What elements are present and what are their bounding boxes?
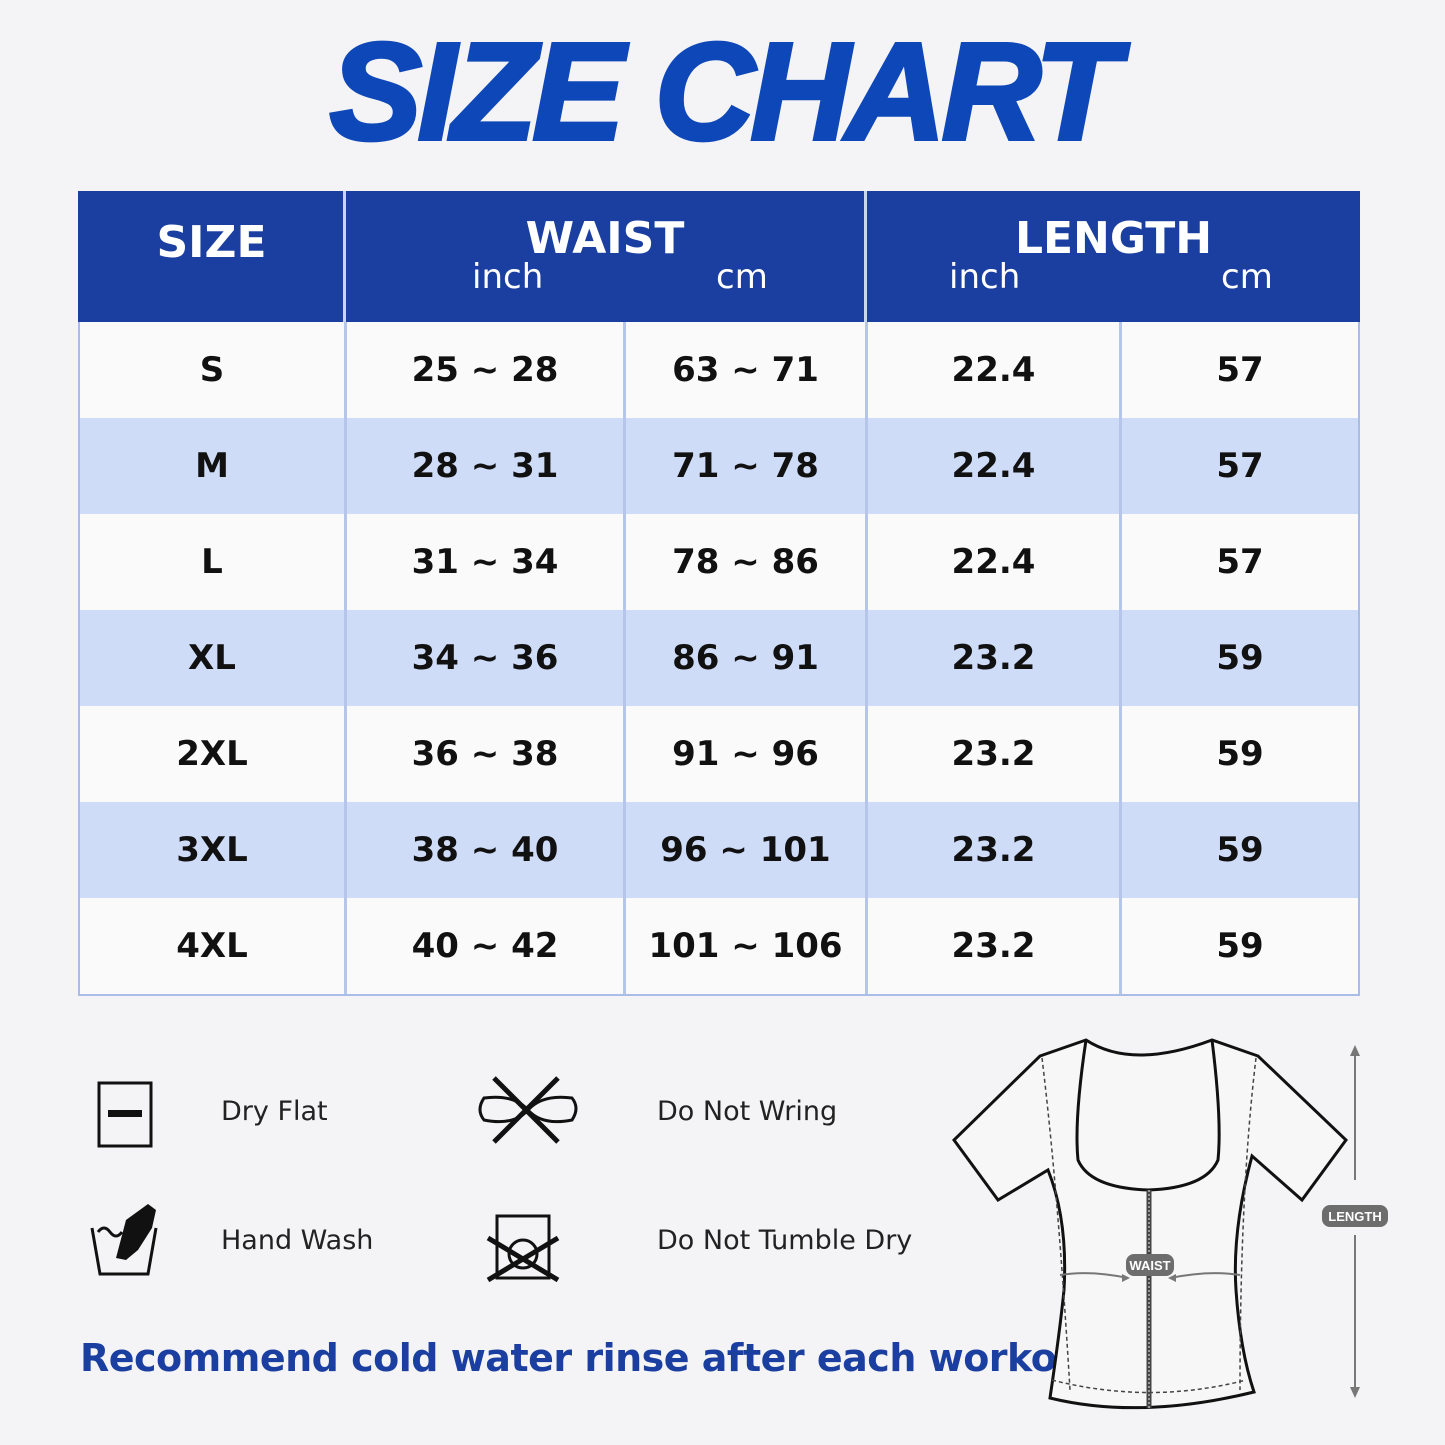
table-row: 2XL 36 ~ 38 91 ~ 96 23.2 59 <box>80 706 1358 802</box>
header-waist-inch: inch <box>472 257 544 297</box>
cell-size: S <box>80 322 347 418</box>
cell-length-cm: 59 <box>1216 734 1264 774</box>
cell-length-inch: 23.2 <box>868 610 1122 706</box>
cell-size: XL <box>80 610 347 706</box>
cell-waist-cm: 78 ~ 86 <box>626 514 868 610</box>
do-not-wring-icon <box>478 1076 578 1144</box>
cell-length-cm: 57 <box>1216 446 1264 486</box>
do-not-tumble-dry-icon <box>486 1214 560 1283</box>
cell-waist-inch: 25 ~ 28 <box>347 322 626 418</box>
cell-length-cm: 59 <box>1216 830 1264 870</box>
cell-size: L <box>80 514 347 610</box>
header-length: LENGTH inch cm <box>867 191 1360 322</box>
cell-waist-cm: 101 ~ 106 <box>626 898 868 994</box>
care-dry-flat: Dry Flat <box>221 1096 328 1127</box>
cell-length-cm: 59 <box>1216 926 1264 966</box>
cell-length-inch: 23.2 <box>868 706 1122 802</box>
cell-size: 4XL <box>80 898 347 994</box>
header-size-label: SIZE <box>156 217 267 268</box>
cell-waist-inch: 34 ~ 36 <box>347 610 626 706</box>
cell-length-inch: 22.4 <box>868 514 1122 610</box>
cell-waist-cm: 71 ~ 78 <box>626 418 868 514</box>
header-waist-label: WAIST <box>525 213 685 264</box>
table-row: M 28 ~ 31 71 ~ 78 22.4 57 <box>80 418 1358 514</box>
table-row: 3XL 38 ~ 40 96 ~ 101 23.2 59 <box>80 802 1358 898</box>
cell-waist-inch: 36 ~ 38 <box>347 706 626 802</box>
table-row: 4XL 40 ~ 42 101 ~ 106 23.2 59 <box>80 898 1358 994</box>
cell-waist-cm: 86 ~ 91 <box>626 610 868 706</box>
table-body: S 25 ~ 28 63 ~ 71 22.4 57 M 28 ~ 31 71 ~ 78 22.4… <box>78 322 1360 996</box>
table-row: S 25 ~ 28 63 ~ 71 22.4 57 <box>80 322 1358 418</box>
header-length-label: LENGTH <box>1014 213 1213 264</box>
header-length-inch: inch <box>949 257 1021 297</box>
table-row: XL 34 ~ 36 86 ~ 91 23.2 59 <box>80 610 1358 706</box>
care-note: Recommend cold water rinse after each wo… <box>80 1336 1115 1380</box>
hand-wash-icon <box>90 1204 158 1276</box>
cell-waist-inch: 28 ~ 31 <box>347 418 626 514</box>
care-do-not-wring: Do Not Wring <box>657 1096 838 1127</box>
table-row: L 31 ~ 34 78 ~ 86 22.4 57 <box>80 514 1358 610</box>
cell-waist-inch: 38 ~ 40 <box>347 802 626 898</box>
header-length-cm: cm <box>1221 257 1273 297</box>
cell-size: 3XL <box>80 802 347 898</box>
care-hand-wash: Hand Wash <box>221 1225 374 1256</box>
cell-length-inch: 22.4 <box>868 418 1122 514</box>
dry-flat-icon <box>97 1081 153 1148</box>
table-header: SIZE WAIST inch cm LENGTH inch cm <box>78 191 1360 322</box>
cell-length-inch: 23.2 <box>868 802 1122 898</box>
header-waist-cm: cm <box>716 257 768 297</box>
cell-waist-inch: 31 ~ 34 <box>347 514 626 610</box>
size-table: SIZE WAIST inch cm LENGTH inch cm S 25 ~ … <box>78 191 1360 996</box>
care-do-not-tumble-dry: Do Not Tumble Dry <box>657 1225 913 1256</box>
garment-diagram: WAIST LENGTH <box>952 1038 1388 1410</box>
header-size: SIZE <box>78 191 345 322</box>
cell-length-cm: 59 <box>1216 638 1264 678</box>
cell-size: M <box>80 418 347 514</box>
cell-waist-cm: 96 ~ 101 <box>626 802 868 898</box>
header-waist: WAIST inch cm <box>346 191 864 322</box>
cell-waist-cm: 63 ~ 71 <box>626 322 868 418</box>
cell-waist-cm: 91 ~ 96 <box>626 706 868 802</box>
cell-size: 2XL <box>80 706 347 802</box>
length-label: LENGTH <box>1328 1209 1381 1224</box>
page-title: SIZE CHART <box>328 15 1122 169</box>
cell-length-inch: 23.2 <box>868 898 1122 994</box>
cell-length-cm: 57 <box>1216 542 1264 582</box>
cell-waist-inch: 40 ~ 42 <box>347 898 626 994</box>
cell-length-cm: 57 <box>1216 350 1264 390</box>
waist-label: WAIST <box>1129 1258 1170 1273</box>
cell-length-inch: 22.4 <box>868 322 1122 418</box>
